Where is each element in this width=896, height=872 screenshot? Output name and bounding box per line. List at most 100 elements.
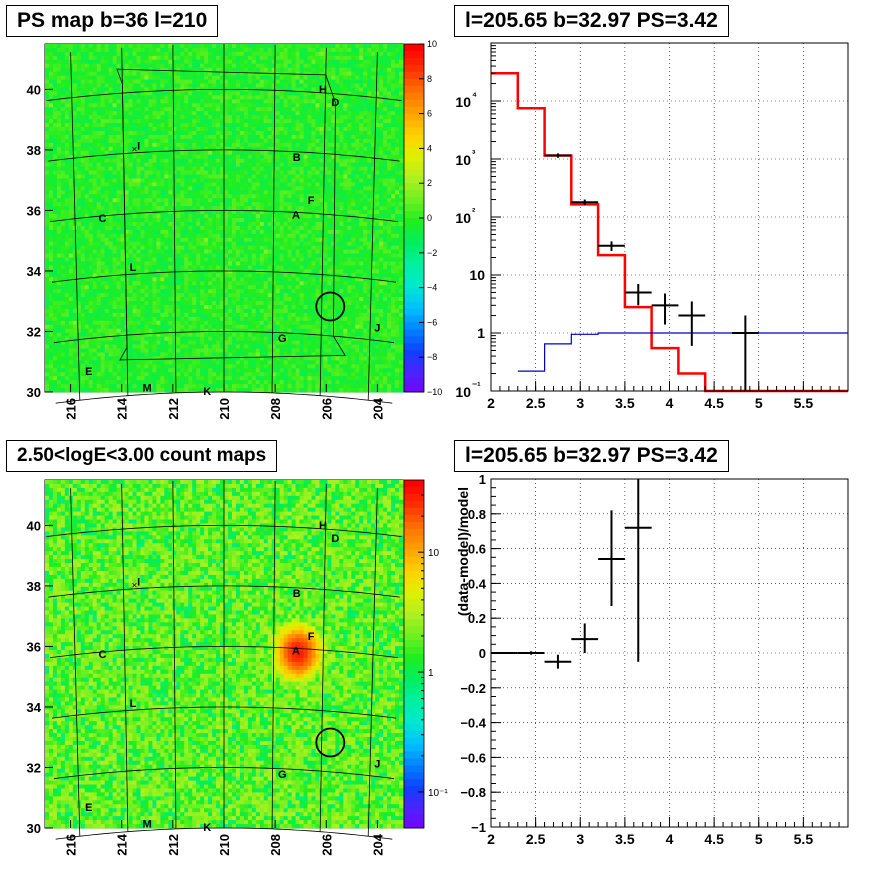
y-tick-label: 0.6 [468, 542, 486, 557]
parallel-line [50, 646, 398, 658]
y-tick-exponent: ⁻¹ [472, 381, 481, 392]
meridian-line [121, 483, 129, 832]
x-tick-label: 214 [115, 397, 130, 419]
x-tick-label: 3.5 [615, 831, 635, 847]
y-tick-label: 40 [27, 518, 41, 533]
x-tick-label: 210 [217, 834, 232, 856]
plot-background [491, 479, 848, 827]
source-label-H: H [319, 520, 327, 532]
x-tick-label: 2 [487, 395, 495, 411]
source-label-E: E [85, 366, 92, 378]
y-tick-label: 10 [455, 384, 471, 400]
palette-tick-label: 0 [427, 213, 432, 223]
parallel-line [48, 585, 400, 598]
source-label-C: C [98, 649, 106, 661]
meridian-line [319, 47, 327, 396]
y-tick-label: 10 [455, 94, 471, 110]
y-tick-exponent: ³ [472, 149, 476, 160]
y-tick-exponent: ² [472, 207, 476, 218]
y-tick-label: 36 [27, 639, 41, 654]
palette-tick-label: 1 [428, 668, 434, 679]
x-tick-label: 212 [166, 398, 181, 420]
source-label-G: G [278, 769, 287, 781]
y-tick-label: −1 [471, 820, 486, 835]
source-label-M: M [142, 382, 151, 394]
parallel-line [51, 706, 397, 719]
data-point [598, 510, 625, 607]
y-tick-label: 36 [27, 203, 41, 218]
y-tick-label: −0.2 [460, 681, 486, 696]
x-tick-label: 5 [755, 395, 763, 411]
color-palette [404, 44, 424, 393]
y-tick-label: 10 [469, 267, 485, 283]
y-tick-label: 1 [477, 325, 485, 341]
source-label-B: B [293, 588, 301, 600]
palette-tick-label: 8 [427, 74, 432, 84]
data-point [517, 651, 545, 655]
source-label-F: F [308, 195, 315, 207]
source-label-D: D [331, 97, 339, 109]
source-label-K: K [203, 386, 211, 398]
data-point [544, 654, 572, 669]
source-label-A: A [292, 209, 300, 221]
source-label-J: J [374, 758, 380, 770]
x-tick-label: 4.5 [704, 395, 724, 411]
y-tick-label: 30 [27, 821, 41, 836]
meridian-line [70, 488, 81, 837]
palette-tick-label: 2 [427, 178, 432, 188]
map-pixels [45, 480, 404, 829]
parallel-line [51, 270, 397, 283]
data-point [571, 199, 599, 206]
source-label-I: I [137, 577, 140, 589]
x-tick-label: 2.5 [526, 831, 546, 847]
x-tick-label: 206 [319, 834, 334, 856]
parallel-line [53, 331, 395, 344]
palette-tick-label: −8 [427, 352, 437, 362]
y-tick-label: 40 [27, 82, 41, 97]
source-label-L: L [130, 262, 137, 274]
meridian-line [172, 44, 177, 393]
data-point [731, 315, 759, 391]
source-label-B: B [293, 152, 301, 164]
y-tick-label: 1 [479, 472, 486, 487]
y-tick-label: 38 [27, 579, 41, 594]
source-marker: × [132, 144, 138, 155]
y-tick-label: −0.4 [460, 716, 486, 731]
data-point [624, 479, 652, 662]
target-circle [315, 291, 346, 322]
x-tick-label: 3 [576, 831, 584, 847]
palette-tick-label: −6 [427, 317, 437, 327]
y-tick-label: 34 [27, 264, 42, 279]
parallel-line [46, 525, 402, 537]
y-tick-label: 0 [479, 646, 486, 661]
meridian-line [367, 488, 378, 837]
y-tick-label: −0.6 [460, 750, 486, 765]
x-tick-label: 214 [115, 833, 130, 855]
y-tick-label: 10 [455, 152, 471, 168]
series-step-1 [517, 332, 848, 372]
x-tick-label: 204 [370, 397, 385, 419]
count-map-title: 2.50<logE<3.00 count maps [6, 440, 278, 472]
palette-frame [403, 479, 425, 829]
y-tick-label: 32 [27, 324, 41, 339]
y-tick-label: 0.2 [468, 611, 486, 626]
y-tick-exponent: ⁴ [472, 91, 477, 102]
source-label-G: G [278, 333, 287, 345]
x-tick-label: 208 [268, 398, 283, 420]
x-tick-label: 5.5 [794, 831, 814, 847]
data-point [624, 283, 652, 306]
data-point [598, 241, 625, 251]
x-tick-label: 208 [268, 834, 283, 856]
palette-tick-label: 10 [427, 39, 437, 49]
y-axis-label: (data-model)/model [455, 487, 471, 616]
parallel-line [48, 149, 400, 162]
parallel-line [53, 767, 395, 780]
source-label-H: H [319, 84, 327, 96]
x-tick-label: 4 [666, 831, 674, 847]
source-label-F: F [308, 631, 315, 643]
parallel-line [50, 210, 398, 222]
y-tick-label: 38 [27, 143, 41, 158]
palette-tick-label: 10⁻¹ [428, 788, 448, 799]
